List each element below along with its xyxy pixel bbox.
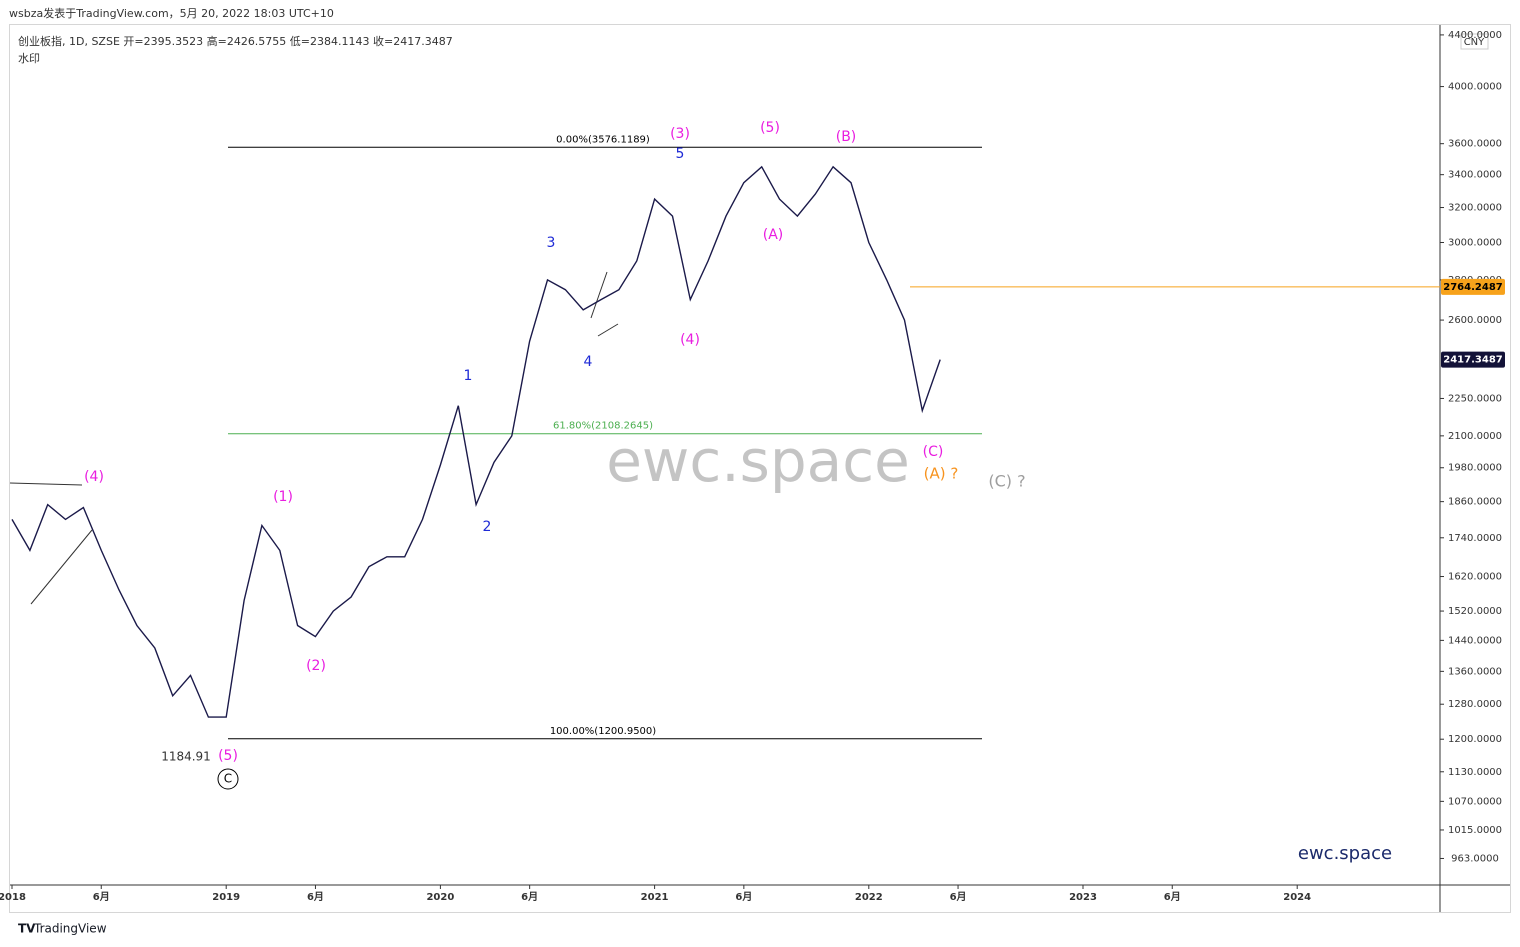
trendline bbox=[9, 482, 83, 486]
wave-label: 2 bbox=[483, 519, 492, 535]
wave-label: (A) ? bbox=[924, 465, 959, 483]
wave-circle bbox=[217, 768, 239, 790]
price-tag bbox=[1441, 278, 1505, 295]
y-tick-label: 1130.0000 bbox=[1448, 767, 1502, 778]
wave-label: (5) bbox=[218, 748, 238, 764]
chart-frame bbox=[9, 24, 1511, 913]
y-tick-label: 3000.0000 bbox=[1448, 238, 1502, 249]
y-tick-label: 1740.0000 bbox=[1448, 533, 1502, 544]
currency: CNY bbox=[1464, 37, 1485, 48]
y-tick-label: 4000.0000 bbox=[1448, 82, 1502, 93]
watermark: ewc.space bbox=[606, 427, 910, 495]
x-tick-label: 6月 bbox=[521, 891, 538, 903]
y-tick-label: 3400.0000 bbox=[1448, 170, 1502, 181]
wave-label: 4 bbox=[584, 354, 593, 370]
x-tick-label: 6月 bbox=[1164, 891, 1181, 903]
y-tick-label: 1520.0000 bbox=[1448, 606, 1502, 617]
tv-logo: TV bbox=[18, 922, 36, 936]
y-tick-label: 1070.0000 bbox=[1448, 796, 1502, 807]
wave-label: (4) bbox=[680, 332, 700, 348]
trendline bbox=[590, 271, 608, 319]
x-tick-label: 6月 bbox=[93, 891, 110, 903]
wave-label: (A) bbox=[763, 227, 784, 243]
wave-label: 5 bbox=[676, 146, 685, 162]
x-tick-label: 2020 bbox=[426, 892, 454, 903]
y-tick-label: 2100.0000 bbox=[1448, 431, 1502, 442]
trendline bbox=[30, 529, 93, 605]
watermark-note: 水印 bbox=[18, 52, 40, 65]
fib-label: 61.80%(2108.2645) bbox=[553, 421, 653, 432]
price-tag-label: 2764.2487 bbox=[1443, 282, 1503, 293]
x-tick-label: 2022 bbox=[855, 892, 883, 903]
wave-label: (5) bbox=[760, 120, 780, 136]
y-tick-label: 3600.0000 bbox=[1448, 139, 1502, 150]
wave-label: (3) bbox=[670, 126, 690, 142]
wave-label: (4) bbox=[84, 469, 104, 485]
wave-label: (C) ? bbox=[988, 472, 1025, 491]
currency-box bbox=[1460, 33, 1489, 50]
wave-label: (B) bbox=[836, 129, 857, 145]
price-line-series bbox=[11, 165, 941, 718]
x-tick-label: 6月 bbox=[735, 891, 752, 903]
price-tag bbox=[1441, 351, 1505, 368]
x-tick-label: 2021 bbox=[641, 892, 669, 903]
y-tick-label: 4400.0000 bbox=[1448, 30, 1502, 41]
wave-label: 3 bbox=[547, 235, 556, 251]
x-tick-label: 6月 bbox=[307, 891, 324, 903]
wave-label: C bbox=[224, 772, 232, 786]
wave-label: 1184.91 bbox=[161, 750, 211, 764]
y-tick-label: 2250.0000 bbox=[1448, 393, 1502, 404]
y-tick-label: 1200.0000 bbox=[1448, 734, 1502, 745]
footer-brand: TradingView bbox=[33, 922, 107, 936]
y-tick-label: 1860.0000 bbox=[1448, 497, 1502, 508]
y-tick-label: 1360.0000 bbox=[1448, 666, 1502, 677]
y-tick-label: 2600.0000 bbox=[1448, 315, 1502, 326]
x-tick-label: 2019 bbox=[212, 892, 240, 903]
wave-label: (1) bbox=[273, 489, 293, 505]
y-tick-label: 1440.0000 bbox=[1448, 635, 1502, 646]
x-tick-label: 6月 bbox=[950, 891, 967, 903]
y-tick-label: 1015.0000 bbox=[1448, 825, 1502, 836]
y-tick-label: 1620.0000 bbox=[1448, 572, 1502, 583]
brand-label: ewc.space bbox=[1298, 843, 1392, 864]
wave-label: 1 bbox=[464, 368, 473, 384]
y-tick-label: 1980.0000 bbox=[1448, 463, 1502, 474]
x-tick-label: 2018 bbox=[0, 892, 26, 903]
wave-label: (2) bbox=[306, 658, 326, 674]
fib-label: 100.00%(1200.9500) bbox=[550, 726, 656, 737]
y-tick-label: 1280.0000 bbox=[1448, 699, 1502, 710]
symbol-info: 创业板指, 1D, SZSE 开=2395.3523 高=2426.5755 低… bbox=[18, 34, 453, 48]
x-tick-label: 2023 bbox=[1069, 892, 1097, 903]
wave-label: (C) bbox=[923, 444, 944, 460]
x-tick-label: 2024 bbox=[1283, 892, 1311, 903]
trendline bbox=[597, 323, 619, 337]
fib-label: 0.00%(3576.1189) bbox=[556, 134, 650, 145]
price-tag-label: 2417.3487 bbox=[1443, 355, 1503, 366]
published-info: wsbza发表于TradingView.com，5月 20, 2022 18:0… bbox=[9, 6, 334, 20]
y-tick-label: 963.0000 bbox=[1451, 853, 1499, 864]
y-tick-label: 3200.0000 bbox=[1448, 203, 1502, 214]
